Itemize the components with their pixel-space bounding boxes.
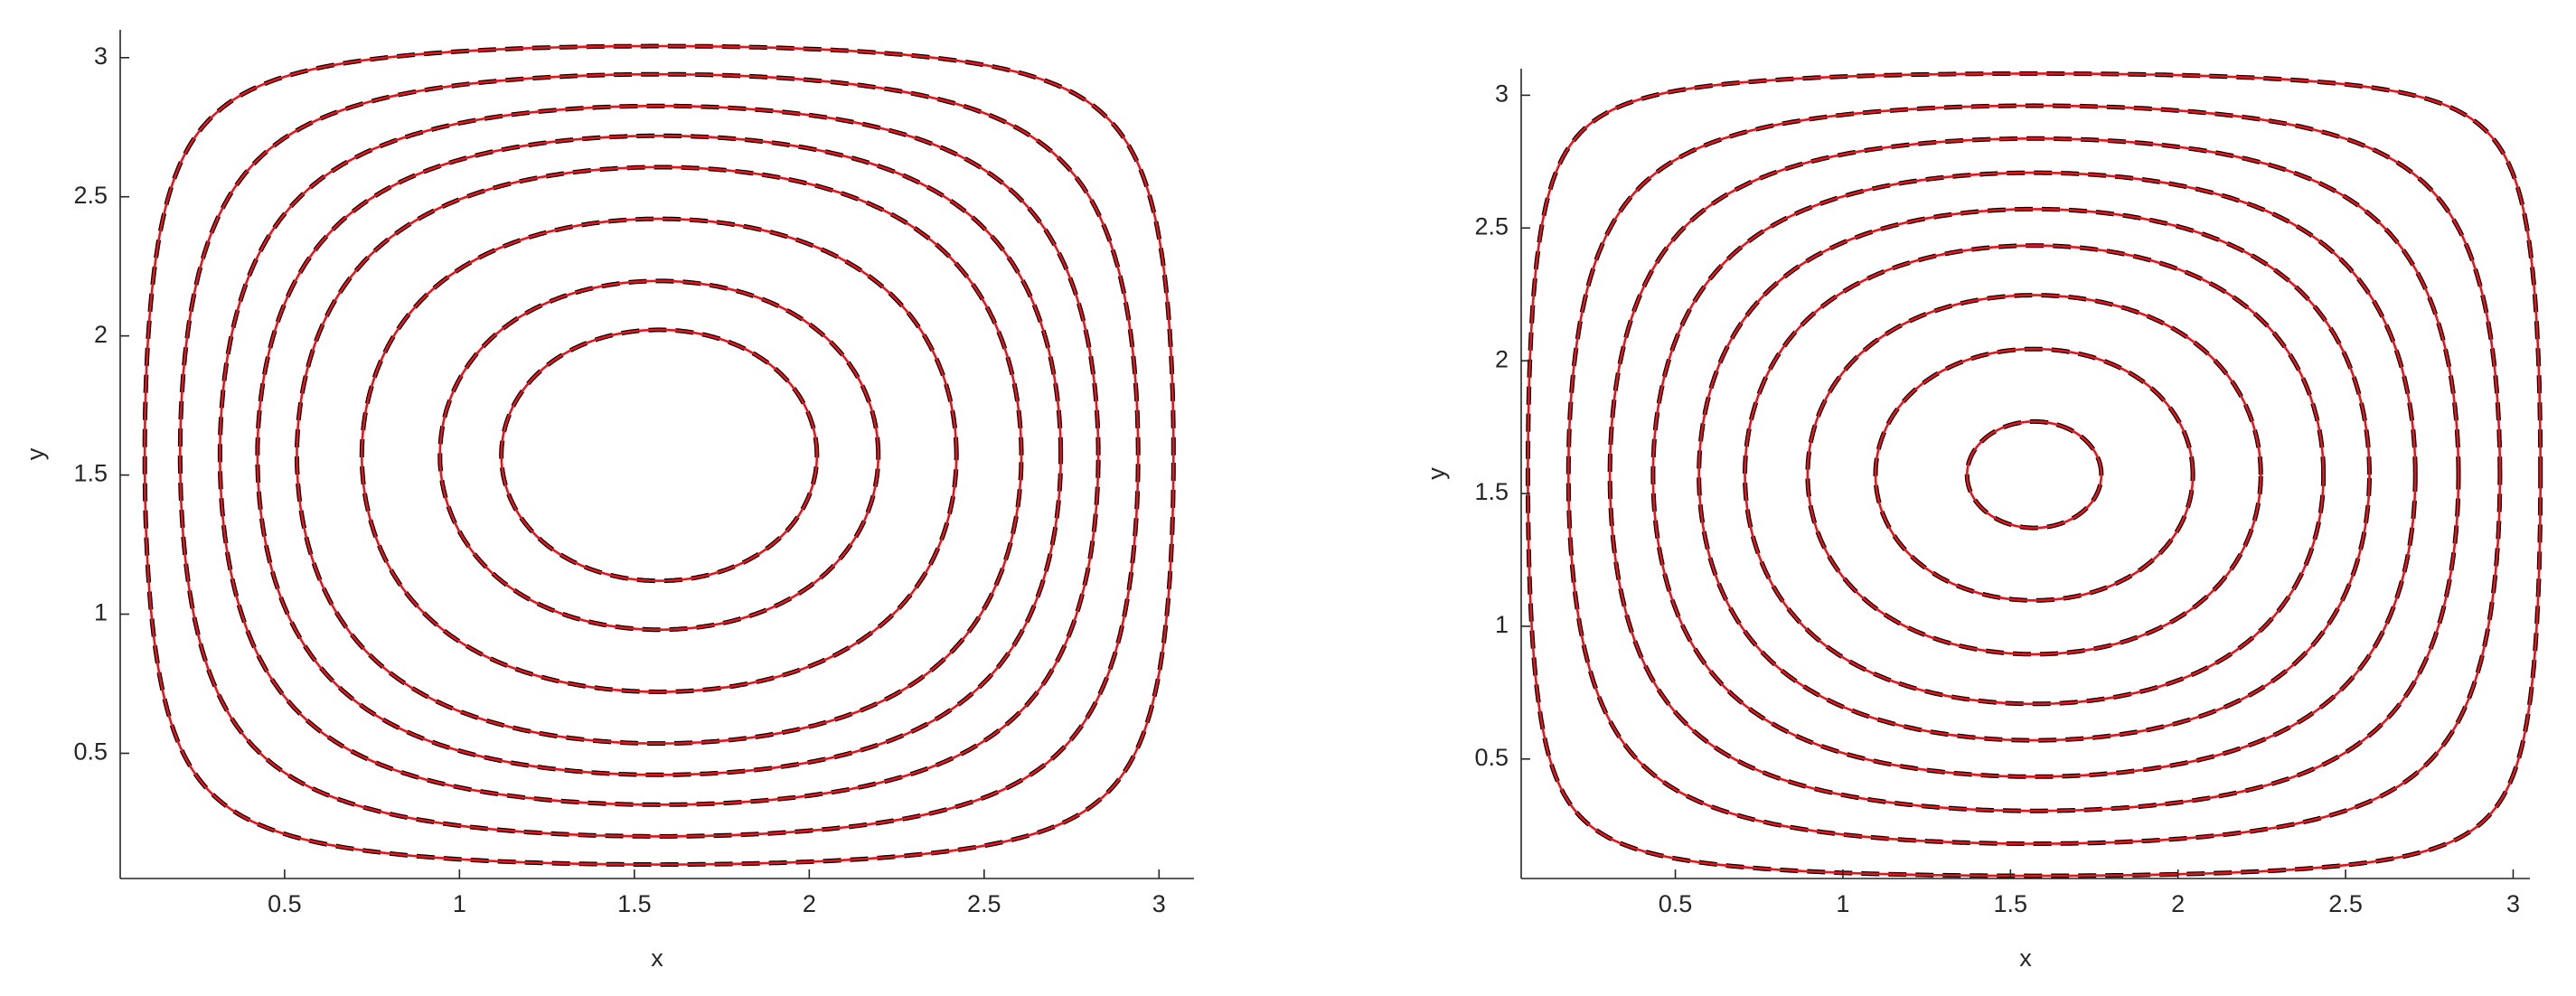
contour-line: [143, 44, 1175, 866]
contour-line: [296, 165, 1023, 745]
contour-line: [500, 328, 819, 583]
y-tick-label: 1: [1495, 611, 1509, 638]
y-tick-label: 3: [94, 42, 108, 70]
x-tick-label: 0.5: [268, 890, 302, 917]
contour-line: [177, 71, 1141, 839]
y-tick-label: 2: [94, 321, 108, 348]
y-tick-label: 2.5: [73, 182, 108, 209]
x-tick-label: 1.5: [1994, 890, 2028, 917]
contour-line: [179, 72, 1140, 838]
x-tick-label: 2.5: [2328, 890, 2363, 917]
x-axis-label: x: [651, 944, 663, 972]
x-tick-label: 1.5: [617, 890, 652, 917]
x-axis-label: x: [2019, 944, 2032, 972]
contour-line: [1744, 244, 2325, 706]
contour-line: [1966, 420, 2103, 530]
contour-line: [1525, 70, 2543, 879]
x-tick-label: 1: [1836, 890, 1849, 917]
contour-line: [437, 278, 881, 633]
contour-line: [361, 217, 958, 693]
contour-line: [1527, 72, 2542, 878]
x-tick-label: 1: [453, 890, 466, 917]
contour-line: [499, 327, 820, 584]
contour-line: [1743, 243, 2327, 707]
contour-line: [219, 104, 1100, 806]
x-tick-label: 3: [2506, 890, 2520, 917]
y-tick-label: 0.5: [1474, 744, 1509, 771]
contour-line: [1874, 347, 2195, 602]
y-tick-label: 0.5: [73, 738, 108, 766]
contour-line: [1650, 170, 2418, 779]
contour-line: [359, 216, 959, 694]
contour-line: [295, 164, 1024, 747]
contour-line: [1806, 294, 2262, 656]
contour-line: [1608, 137, 2460, 813]
contour-line: [1565, 103, 2503, 846]
y-tick-label: 1: [94, 599, 108, 626]
y-axis-label: y: [22, 447, 49, 460]
contour-line: [1873, 346, 2195, 603]
y-tick-label: 3: [1495, 80, 1509, 108]
y-tick-label: 2: [1495, 345, 1509, 372]
contour-line: [1697, 206, 2372, 743]
y-axis-label: y: [1423, 467, 1450, 480]
x-tick-label: 2.5: [967, 890, 1001, 917]
y-tick-label: 1.5: [73, 460, 108, 487]
contour-line: [1607, 136, 2461, 813]
x-tick-label: 2: [803, 890, 816, 917]
x-tick-label: 3: [1152, 890, 1166, 917]
contour-line: [438, 279, 879, 631]
contour-line: [255, 133, 1064, 777]
contour-line: [256, 135, 1062, 776]
contour-line: [1697, 208, 2371, 742]
contour-line: [1567, 104, 2502, 845]
contour-line: [1651, 171, 2417, 778]
x-tick-label: 0.5: [1659, 890, 1693, 917]
y-tick-label: 2.5: [1474, 212, 1509, 240]
x-tick-label: 2: [2171, 890, 2185, 917]
y-tick-label: 1.5: [1474, 478, 1509, 505]
